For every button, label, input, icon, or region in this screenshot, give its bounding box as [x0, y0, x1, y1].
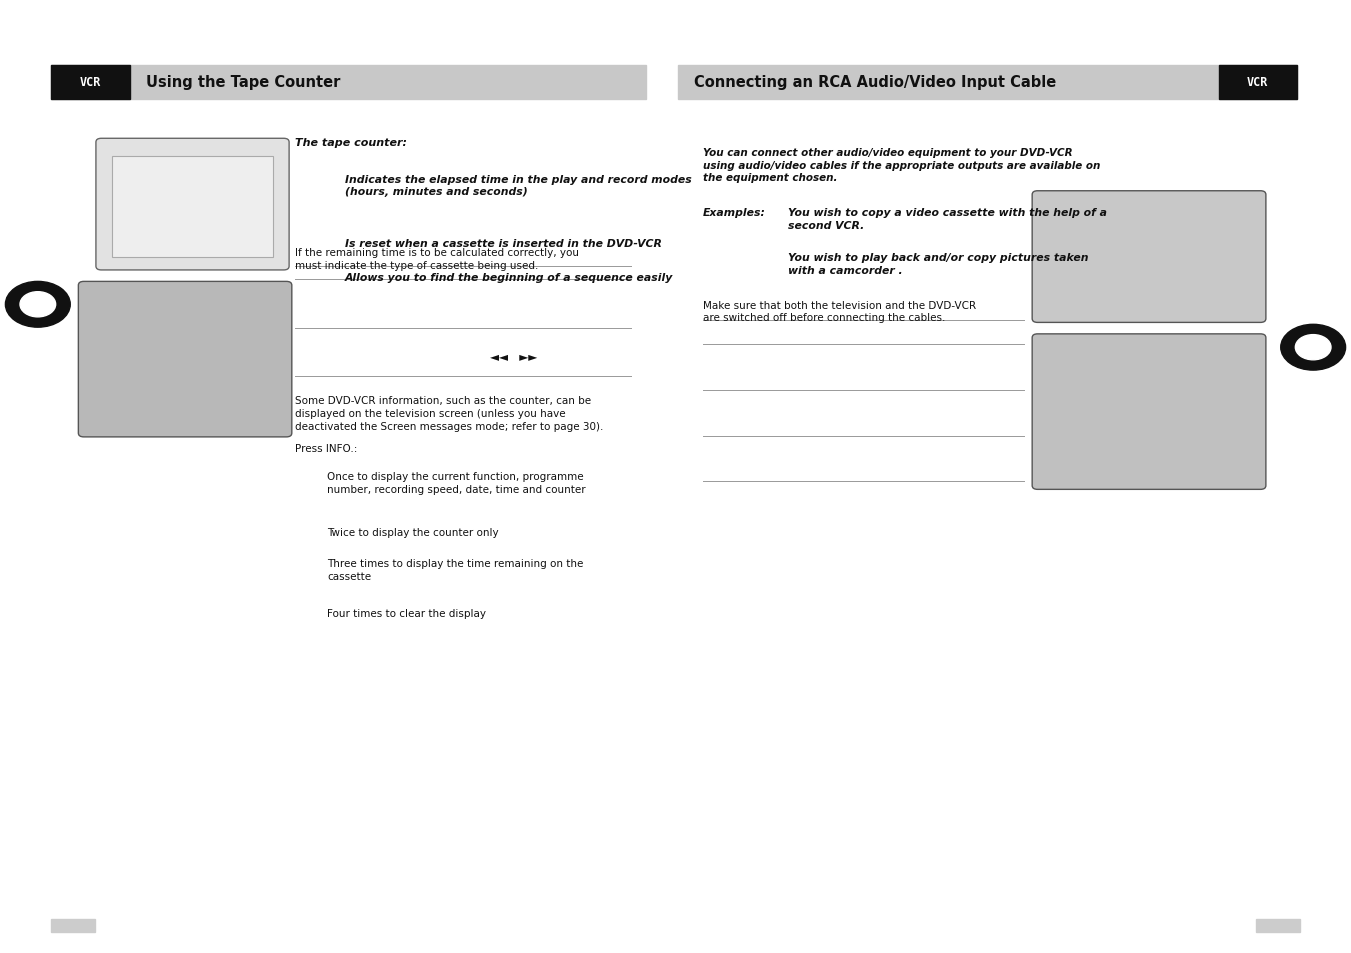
- FancyBboxPatch shape: [1032, 335, 1266, 490]
- Text: Make sure that both the television and the DVD-VCR
are switched off before conne: Make sure that both the television and t…: [703, 300, 975, 323]
- Bar: [678, 66, 1297, 100]
- Text: Four times to clear the display: Four times to clear the display: [327, 608, 486, 618]
- Text: Press INFO.:: Press INFO.:: [295, 443, 357, 453]
- Bar: [51, 66, 130, 100]
- Circle shape: [20, 293, 55, 317]
- Bar: [1219, 66, 1297, 100]
- Text: Three times to display the time remaining on the
cassette: Three times to display the time remainin…: [327, 558, 584, 581]
- FancyBboxPatch shape: [78, 282, 292, 437]
- FancyBboxPatch shape: [96, 139, 289, 271]
- Text: The tape counter:: The tape counter:: [295, 138, 407, 148]
- Text: Is reset when a cassette is inserted in the DVD-VCR: Is reset when a cassette is inserted in …: [345, 239, 662, 249]
- Text: You can connect other audio/video equipment to your DVD-VCR
using audio/video ca: You can connect other audio/video equipm…: [703, 148, 1100, 183]
- Text: ◄◄   ►►: ◄◄ ►►: [490, 351, 536, 364]
- Text: Some DVD-VCR information, such as the counter, can be
displayed on the televisio: Some DVD-VCR information, such as the co…: [295, 395, 603, 431]
- Text: Examples:: Examples:: [703, 208, 766, 217]
- Text: You wish to copy a video cassette with the help of a
second VCR.: You wish to copy a video cassette with t…: [788, 208, 1106, 231]
- Text: Once to display the current function, programme
number, recording speed, date, t: Once to display the current function, pr…: [327, 472, 585, 495]
- Text: If the remaining time is to be calculated correctly, you
must indicate the type : If the remaining time is to be calculate…: [295, 248, 578, 271]
- Text: Connecting an RCA Audio/Video Input Cable: Connecting an RCA Audio/Video Input Cabl…: [694, 75, 1056, 91]
- Circle shape: [1296, 335, 1331, 360]
- Text: Twice to display the counter only: Twice to display the counter only: [327, 527, 499, 537]
- Bar: [1256, 919, 1300, 932]
- Text: Indicates the elapsed time in the play and record modes
(hours, minutes and seco: Indicates the elapsed time in the play a…: [345, 174, 692, 196]
- Bar: [51, 66, 646, 100]
- Bar: [112, 157, 273, 257]
- Bar: [51, 919, 95, 932]
- Text: Allows you to find the beginning of a sequence easily: Allows you to find the beginning of a se…: [345, 273, 673, 282]
- Circle shape: [5, 282, 70, 328]
- Circle shape: [1281, 325, 1346, 371]
- FancyBboxPatch shape: [1032, 192, 1266, 323]
- Text: You wish to play back and/or copy pictures taken
with a camcorder .: You wish to play back and/or copy pictur…: [788, 253, 1088, 275]
- Text: VCR: VCR: [80, 76, 101, 90]
- Text: VCR: VCR: [1247, 76, 1269, 90]
- Text: Using the Tape Counter: Using the Tape Counter: [146, 75, 340, 91]
